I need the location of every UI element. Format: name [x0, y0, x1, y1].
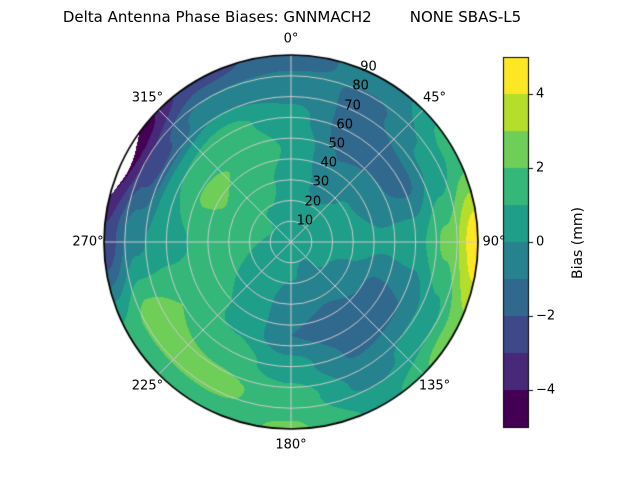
chart-title: Delta Antenna Phase Biases: GNNMACH2 NON…: [62, 8, 522, 26]
colorbar-axis-label: Bias (mm): [570, 206, 586, 280]
